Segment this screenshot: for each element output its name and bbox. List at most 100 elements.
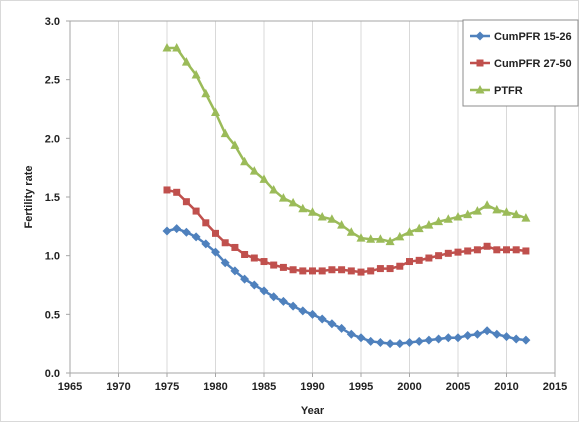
data-point (493, 246, 501, 254)
data-point (269, 184, 279, 194)
data-point (424, 220, 434, 229)
data-point (220, 258, 230, 268)
y-tick-label: 0.5 (45, 309, 60, 321)
data-point (191, 69, 201, 79)
data-point (278, 193, 288, 202)
x-tick-label: 1970 (106, 381, 130, 393)
legend-label: CumPFR 15-26 (494, 31, 572, 43)
data-point (211, 247, 220, 257)
data-point (464, 247, 472, 255)
data-point (453, 211, 463, 221)
data-point (308, 207, 317, 216)
data-point (308, 309, 317, 319)
x-tick-label: 2000 (397, 381, 421, 393)
x-tick-label: 1975 (155, 381, 179, 393)
data-point (201, 239, 211, 249)
data-point (230, 140, 240, 149)
data-point (298, 203, 308, 213)
data-point (405, 337, 414, 347)
data-point (163, 186, 171, 194)
data-point (327, 214, 337, 223)
data-point (220, 128, 230, 138)
data-point (395, 231, 405, 241)
data-point (298, 306, 308, 316)
data-point (425, 254, 433, 262)
data-point (346, 329, 356, 339)
data-point (482, 200, 492, 209)
x-tick-labels: 1965 1970 1975 1980 1985 1990 1995 2000 2005 2010… (58, 373, 567, 393)
data-point (338, 266, 346, 274)
y-tick-label: 1.5 (45, 192, 60, 204)
data-point (327, 319, 337, 329)
data-point (483, 242, 491, 250)
data-point (375, 337, 385, 347)
data-point (240, 274, 250, 284)
data-point (375, 234, 385, 243)
data-point (337, 323, 347, 333)
data-point (191, 232, 201, 242)
data-point (269, 292, 279, 302)
data-point (453, 333, 463, 343)
legend-marker (475, 31, 485, 41)
data-point (454, 248, 462, 256)
data-point (173, 188, 181, 196)
data-point (415, 256, 423, 264)
legend-marker (475, 85, 485, 94)
data-point (511, 209, 521, 219)
data-point (172, 224, 182, 234)
data-point (406, 258, 413, 266)
data-point (260, 258, 268, 266)
y-tick-label: 1.0 (45, 251, 60, 263)
x-tick-label: 1965 (58, 381, 82, 393)
data-point (221, 239, 229, 247)
data-point (202, 219, 210, 227)
data-point (356, 333, 366, 343)
data-point (288, 197, 298, 207)
x-tick-label: 1985 (252, 381, 276, 393)
x-axis-title: Year (301, 405, 325, 417)
data-point (444, 249, 452, 257)
data-point (317, 314, 327, 324)
legend-label: PTFR (494, 85, 523, 97)
data-point (201, 88, 211, 98)
data-point (309, 267, 316, 275)
data-point (492, 204, 502, 214)
data-point (503, 246, 510, 254)
series-1 (163, 186, 530, 276)
data-point (405, 227, 414, 236)
data-point (521, 335, 531, 345)
data-point (259, 286, 269, 296)
data-point (192, 207, 200, 215)
series-line-0 (166, 227, 527, 345)
data-point (181, 227, 191, 237)
data-point (346, 227, 356, 236)
x-tick-label: 1980 (203, 381, 227, 393)
data-point (240, 156, 250, 166)
data-point (512, 246, 520, 254)
x-tick-label: 1990 (300, 381, 324, 393)
data-point (502, 332, 511, 342)
data-point (414, 223, 424, 233)
data-point (396, 262, 404, 270)
data-point (212, 229, 219, 237)
data-point (231, 243, 239, 251)
y-axis-title: Fertility rate (23, 166, 35, 229)
data-point (366, 336, 376, 346)
data-point (249, 280, 259, 290)
data-point (473, 246, 481, 254)
data-point (318, 267, 326, 275)
data-point (463, 330, 473, 340)
data-point (443, 333, 453, 343)
data-point (385, 236, 395, 246)
data-point (522, 247, 530, 255)
legend-label: CumPFR 27-50 (494, 58, 572, 70)
data-point (328, 266, 336, 274)
data-point (434, 334, 444, 344)
data-point (482, 326, 492, 336)
data-point (356, 233, 366, 242)
data-point (289, 266, 297, 274)
data-point (414, 336, 424, 346)
data-point (435, 252, 443, 260)
